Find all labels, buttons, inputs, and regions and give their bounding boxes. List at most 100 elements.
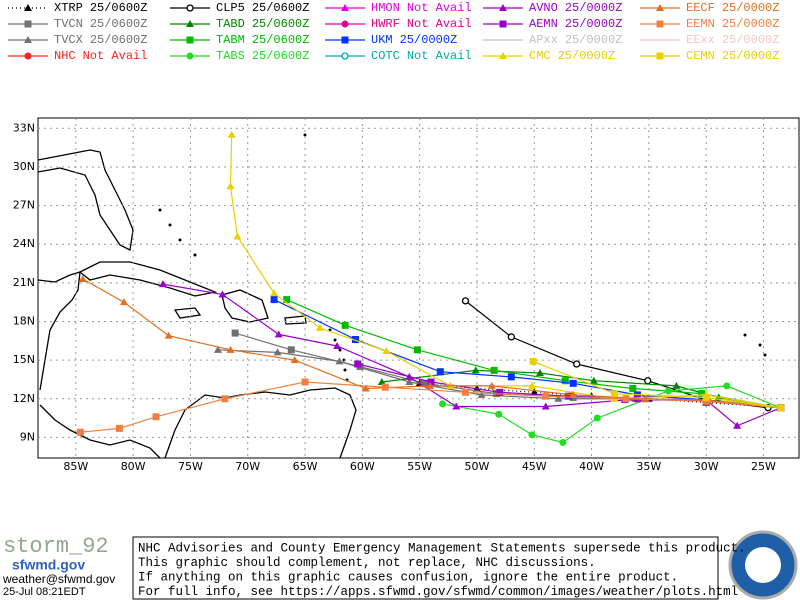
- track-point: [589, 376, 598, 384]
- legend-marker: [186, 4, 194, 12]
- legend-label: COTC Not Avail: [371, 49, 472, 63]
- track-point: [461, 388, 469, 396]
- legend-marker: [186, 52, 194, 60]
- track-point: [270, 296, 278, 304]
- track-point: [629, 384, 637, 392]
- legend-status: 25/0600Z: [90, 17, 148, 31]
- central-america: [39, 404, 161, 459]
- track-point: [702, 393, 710, 401]
- track-point: [76, 428, 84, 436]
- track-point: [672, 381, 681, 389]
- legend-name: EExx: [686, 33, 715, 47]
- legend-status: Not Avail: [407, 1, 472, 15]
- legend-marker: [499, 52, 507, 59]
- track-point: [78, 274, 87, 282]
- legend-name: COTC: [371, 49, 400, 63]
- x-tick-label: 50W: [465, 460, 490, 473]
- legend-status: 25/0000Z: [722, 17, 780, 31]
- track-point: [425, 381, 434, 389]
- legend-status: 25/0000Z: [558, 49, 616, 63]
- track-point: [218, 290, 227, 298]
- x-tick-label: 80W: [121, 460, 146, 473]
- track-point: [487, 381, 496, 389]
- track-point: [333, 341, 342, 349]
- track-point: [507, 373, 515, 381]
- track-point: [565, 392, 573, 400]
- track-point: [226, 182, 235, 190]
- track-point: [733, 421, 742, 429]
- track-point: [420, 379, 428, 387]
- gulf-coast: [37, 271, 81, 391]
- x-tick-label: 30W: [694, 460, 719, 473]
- legend-label: HMON Not Avail: [371, 1, 472, 15]
- track-point: [413, 346, 421, 354]
- legend-label: XTRP 25/0600Z: [54, 1, 147, 15]
- disclaimer-line: NHC Advisories and County Emergency Mana…: [138, 541, 746, 555]
- legend-marker: [656, 4, 664, 11]
- track-line: [286, 299, 781, 409]
- legend-status: Not Avail: [407, 17, 472, 31]
- timestamp: 25-Jul 08:21EDT: [3, 586, 86, 598]
- legend-name: HMON: [371, 1, 400, 15]
- legend-label: TABS 25/0600Z: [216, 49, 309, 63]
- legend-name: TVCX: [54, 33, 83, 47]
- legend-marker: [341, 52, 349, 60]
- x-tick-label: 55W: [407, 460, 432, 473]
- track-point: [542, 392, 550, 400]
- x-tick-label: 25W: [751, 460, 776, 473]
- track-point: [593, 414, 601, 422]
- track-point: [351, 336, 359, 344]
- track-point: [315, 323, 324, 331]
- track-point: [233, 232, 242, 240]
- legend-marker: [24, 52, 32, 60]
- track-point: [341, 321, 349, 329]
- track-point: [381, 383, 389, 391]
- legend-name: AEMN: [529, 17, 558, 31]
- track-point: [354, 360, 362, 368]
- legend-label: AEMN 25/0000Z: [529, 17, 622, 31]
- legend-marker: [186, 36, 194, 44]
- legend-name: TABD: [216, 17, 245, 31]
- legend-name: TABS: [216, 49, 245, 63]
- storm-name: storm_92: [3, 534, 109, 559]
- track-point: [436, 368, 444, 376]
- track-point: [227, 130, 236, 138]
- track-point: [559, 439, 567, 447]
- legend-status: 25/0000Z: [565, 1, 623, 15]
- coastlines: [37, 133, 767, 459]
- legend-name: XTRP: [54, 1, 83, 15]
- legend-marker: [24, 4, 32, 11]
- legend-status: 25/0000Z: [565, 33, 623, 47]
- legend-status: 25/0600Z: [252, 17, 310, 31]
- cuba: [78, 261, 218, 297]
- x-tick-label: 35W: [636, 460, 661, 473]
- legend-name: TABM: [216, 33, 245, 47]
- track-point: [527, 381, 536, 389]
- track-point: [528, 431, 536, 439]
- y-tick-label: 21N: [13, 276, 35, 289]
- legend-label: APxx 25/0000Z: [529, 33, 622, 47]
- track-point: [115, 424, 123, 432]
- track-line: [532, 360, 781, 409]
- track-point: [158, 280, 167, 288]
- legend-label: AVNO 25/0000Z: [529, 1, 622, 15]
- legend-marker: [499, 4, 507, 11]
- track-point: [152, 413, 160, 421]
- legend-name: UKM: [371, 33, 393, 47]
- track-point: [554, 394, 563, 402]
- site: sfwmd.gov: [12, 557, 85, 573]
- legend-label: TABD 25/0600Z: [216, 17, 309, 31]
- track-point: [702, 397, 710, 405]
- y-tick-label: 18N: [13, 314, 35, 327]
- legend-name: CEMN: [686, 49, 715, 63]
- track-line: [82, 278, 781, 409]
- legend-label: TVCX 25/0600Z: [54, 33, 147, 47]
- legend-marker: [341, 4, 349, 11]
- x-tick-label: 75W: [178, 460, 203, 473]
- y-tick-label: 15N: [13, 353, 35, 366]
- legend-marker: [341, 20, 349, 28]
- legend-label: EExx 25/0000Z: [686, 33, 779, 47]
- legend-label: UKM 25/0000Z: [371, 33, 457, 47]
- legend-label: EEMN 25/0000Z: [686, 17, 779, 31]
